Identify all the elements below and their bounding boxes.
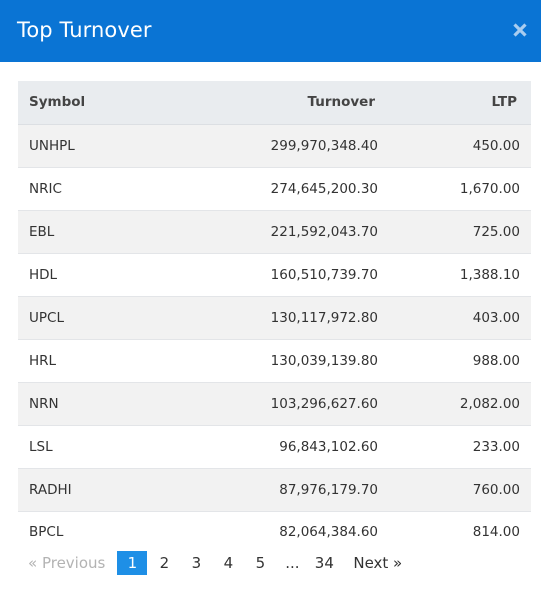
turnover-cell: 96,843,102.60 — [279, 438, 378, 455]
page-number-list: 1 2 3 4 5... 34 — [111, 551, 339, 575]
symbol-cell: UNHPL — [29, 137, 75, 154]
turnover-cell: 160,510,739.70 — [270, 266, 378, 283]
table-header-row: Symbol Turnover LTP — [18, 81, 531, 125]
column-header-ltp[interactable]: LTP — [378, 81, 531, 125]
table-row[interactable]: HRL 130,039,139.80 988.00 — [18, 339, 531, 382]
turnover-table-container: Symbol Turnover LTP UNHPL 299,970,348.40 4… — [18, 81, 531, 552]
close-icon — [513, 23, 527, 37]
turnover-cell: 274,645,200.30 — [270, 180, 378, 197]
turnover-table: Symbol Turnover LTP UNHPL 299,970,348.40 4… — [18, 81, 531, 552]
turnover-cell: 82,064,384.60 — [279, 523, 378, 540]
page-number-3[interactable]: 3 — [191, 554, 202, 572]
table-row[interactable]: RADHI 87,976,179.70 760.00 — [18, 468, 531, 511]
table-body: UNHPL 299,970,348.40 450.00 NRIC 274,645,200… — [18, 124, 531, 552]
page-number-2[interactable]: 2 — [159, 554, 170, 572]
turnover-cell: 299,970,348.40 — [270, 137, 378, 154]
page-number-1[interactable]: 1 — [117, 551, 148, 575]
ltp-cell: 725.00 — [472, 223, 520, 240]
table-row[interactable]: UPCL 130,117,972.80 403.00 — [18, 296, 531, 339]
previous-page-button[interactable]: « Previous — [28, 554, 106, 572]
ltp-cell: 814.00 — [472, 523, 520, 540]
ltp-cell: 988.00 — [472, 352, 520, 369]
symbol-cell: HRL — [29, 352, 57, 369]
table-row[interactable]: EBL 221,592,043.70 725.00 — [18, 210, 531, 253]
page-number-34[interactable]: 34 — [314, 554, 334, 572]
table-row[interactable]: BPCL 82,064,384.60 814.00 — [18, 511, 531, 552]
ltp-cell: 450.00 — [472, 137, 520, 154]
ltp-cell: 403.00 — [472, 309, 520, 326]
next-page-button[interactable]: Next » — [353, 554, 403, 572]
turnover-cell: 87,976,179.70 — [279, 481, 378, 498]
table-row[interactable]: LSL 96,843,102.60 233.00 — [18, 425, 531, 468]
symbol-cell: HDL — [29, 266, 58, 283]
symbol-cell: BPCL — [29, 523, 64, 540]
page-number-5[interactable]: 5 — [255, 554, 266, 572]
turnover-cell: 130,117,972.80 — [270, 309, 378, 326]
column-header-symbol[interactable]: Symbol — [18, 81, 188, 125]
turnover-cell: 130,039,139.80 — [270, 352, 378, 369]
table-row[interactable]: UNHPL 299,970,348.40 450.00 — [18, 124, 531, 167]
symbol-cell: RADHI — [29, 481, 72, 498]
symbol-cell: LSL — [29, 438, 53, 455]
symbol-cell: UPCL — [29, 309, 64, 326]
modal-title: Top Turnover — [17, 18, 152, 42]
table-row[interactable]: HDL 160,510,739.70 1,388.10 — [18, 253, 531, 296]
table-row[interactable]: NRN 103,296,627.60 2,082.00 — [18, 382, 531, 425]
ltp-cell: 233.00 — [472, 438, 520, 455]
modal-header: Top Turnover — [0, 0, 541, 62]
page-ellipsis: ... — [285, 554, 300, 572]
turnover-cell: 221,592,043.70 — [270, 223, 378, 240]
pagination: « Previous 1 2 3 4 5... 34 Next » — [22, 550, 406, 576]
column-header-turnover[interactable]: Turnover — [188, 81, 378, 125]
symbol-cell: NRN — [29, 395, 59, 412]
close-button[interactable] — [508, 18, 532, 42]
ltp-cell: 2,082.00 — [459, 395, 520, 412]
ltp-cell: 760.00 — [472, 481, 520, 498]
ltp-cell: 1,388.10 — [459, 266, 520, 283]
symbol-cell: NRIC — [29, 180, 62, 197]
page-number-4[interactable]: 4 — [223, 554, 234, 572]
turnover-cell: 103,296,627.60 — [270, 395, 378, 412]
ltp-cell: 1,670.00 — [459, 180, 520, 197]
symbol-cell: EBL — [29, 223, 55, 240]
table-row[interactable]: NRIC 274,645,200.30 1,670.00 — [18, 167, 531, 210]
